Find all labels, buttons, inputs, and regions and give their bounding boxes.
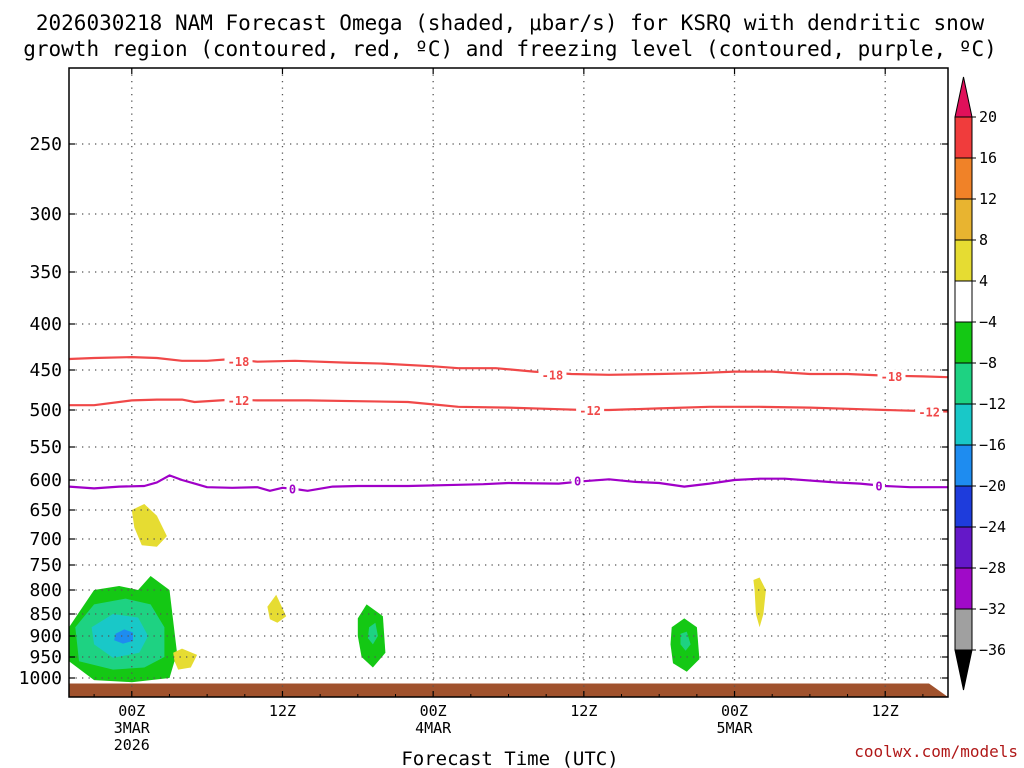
- colorbar-segment: [954, 567, 973, 610]
- y-tick-label: 900: [29, 626, 62, 647]
- y-tick-label: 250: [29, 134, 62, 155]
- colorbar-tick-label: −36: [979, 641, 1006, 659]
- y-tick-label: 450: [29, 360, 62, 381]
- terrain-strip: [69, 683, 948, 697]
- x-tick-label: 12Z: [269, 702, 296, 720]
- x-tick-label: 00Z: [721, 702, 748, 720]
- omega-shaded-region: [753, 577, 766, 628]
- x-tick-label: 12Z: [872, 702, 899, 720]
- contour-label-bg: [538, 367, 567, 381]
- colorbar-segment: [954, 444, 973, 487]
- x-tick-label: 00Z: [118, 702, 145, 720]
- y-tick-label: 850: [29, 604, 62, 625]
- colorbar-segment: [954, 198, 973, 241]
- colorbar-segment: [954, 608, 973, 651]
- colorbar-tick-label: 4: [979, 272, 988, 290]
- colorbar-tick-label: −4: [979, 313, 997, 331]
- chart-title: 2026030218 NAM Forecast Omega (shaded, μ…: [23, 11, 997, 61]
- colorbar-tick-label: −28: [979, 559, 1006, 577]
- title-line-2: growth region (contoured, red, ºC) and f…: [23, 37, 997, 61]
- colorbar-segment: [954, 239, 973, 282]
- omega-shaded-region: [367, 622, 378, 645]
- y-tick-label: 400: [29, 314, 62, 335]
- colorbar-segment: [954, 485, 973, 528]
- colorbar: 20 16 12 8 4 −4 −8 −12 −16 −20 −24 −28 −32 −36: [954, 76, 1006, 691]
- contour-dendritic-top: [69, 356, 948, 379]
- contour-label: -18: [228, 355, 250, 369]
- y-tick-label: 750: [29, 555, 62, 576]
- omega-shaded-region: [680, 631, 691, 651]
- x-tick-label: 12Z: [570, 702, 597, 720]
- colorbar-segment: [954, 280, 973, 323]
- contour-label-bg: [872, 479, 885, 492]
- contour-label-bg: [571, 474, 584, 488]
- contour-label-bg: [915, 405, 944, 419]
- colorbar-segment: [954, 526, 973, 569]
- contour-freezing-level: [69, 474, 948, 492]
- y-tick-label: 600: [29, 470, 62, 491]
- contour-label: 0: [875, 480, 882, 494]
- x-tick-label: 3MAR: [114, 719, 151, 737]
- credit-link[interactable]: coolwx.com/models: [854, 742, 1018, 761]
- colorbar-segment: [954, 321, 973, 364]
- x-tick-label: 5MAR: [716, 719, 753, 737]
- colorbar-tick-label: 20: [979, 108, 997, 126]
- colorbar-top-arrow: [954, 76, 973, 118]
- y-tick-label: 500: [29, 400, 62, 421]
- colorbar-tick-label: −32: [979, 600, 1006, 618]
- contour-label: 0: [289, 483, 296, 497]
- contour-label-bg: [224, 393, 253, 407]
- plot-contents: -18 -18 -18 -12 -12 -12 0 0 0: [69, 68, 1024, 697]
- colorbar-bottom-arrow: [954, 649, 973, 691]
- x-tick-label: 00Z: [420, 702, 447, 720]
- omega-shaded-region: [1003, 619, 1024, 645]
- colorbar-tick-label: −24: [979, 518, 1006, 536]
- y-tick-label: 650: [29, 500, 62, 521]
- y-tick-label: 350: [29, 262, 62, 283]
- contour-label-bg: [877, 369, 906, 383]
- colorbar-segment: [954, 116, 973, 159]
- colorbar-segment: [954, 362, 973, 405]
- x-tick-label: 2026: [114, 736, 150, 754]
- y-tick-label: 300: [29, 204, 62, 225]
- contour-label: -12: [918, 406, 940, 420]
- colorbar-segment: [954, 157, 973, 200]
- contour-label: -18: [542, 368, 564, 382]
- omega-shaded-region: [131, 504, 167, 547]
- contour-label-bg: [576, 403, 605, 417]
- plot-frame: [68, 67, 949, 698]
- contour-label: -12: [228, 394, 250, 408]
- y-tick-label: 800: [29, 580, 62, 601]
- colorbar-tick-label: 16: [979, 149, 997, 167]
- y-tick-label: 700: [29, 529, 62, 550]
- colorbar-tick-label: −16: [979, 436, 1006, 454]
- y-tick-label: 1000: [19, 668, 62, 689]
- omega-shaded-region: [267, 594, 287, 623]
- contour-label-bg: [286, 482, 299, 495]
- title-line-1: 2026030218 NAM Forecast Omega (shaded, μ…: [36, 11, 985, 35]
- omega-shaded-region: [173, 648, 198, 670]
- omega-shaded-region: [114, 629, 133, 644]
- contour-label: 0: [574, 475, 581, 489]
- y-tick-label: 550: [29, 437, 62, 458]
- x-axis-label: Forecast Time (UTC): [401, 748, 618, 768]
- colorbar-tick-label: −8: [979, 354, 997, 372]
- plot-area: -18 -18 -18 -12 -12 -12 0 0 0 250 300 350 400 450 500 5…: [19, 67, 1024, 754]
- colorbar-tick-label: 8: [979, 231, 988, 249]
- contour-label: -18: [881, 370, 903, 384]
- contour-label-bg: [224, 354, 253, 368]
- x-tick-label: 4MAR: [415, 719, 452, 737]
- colorbar-tick-label: −12: [979, 395, 1006, 413]
- colorbar-segment: [954, 403, 973, 446]
- colorbar-tick-label: −20: [979, 477, 1006, 495]
- y-tick-label: 950: [29, 647, 62, 668]
- contour-label: -12: [579, 404, 601, 418]
- colorbar-tick-label: 12: [979, 190, 997, 208]
